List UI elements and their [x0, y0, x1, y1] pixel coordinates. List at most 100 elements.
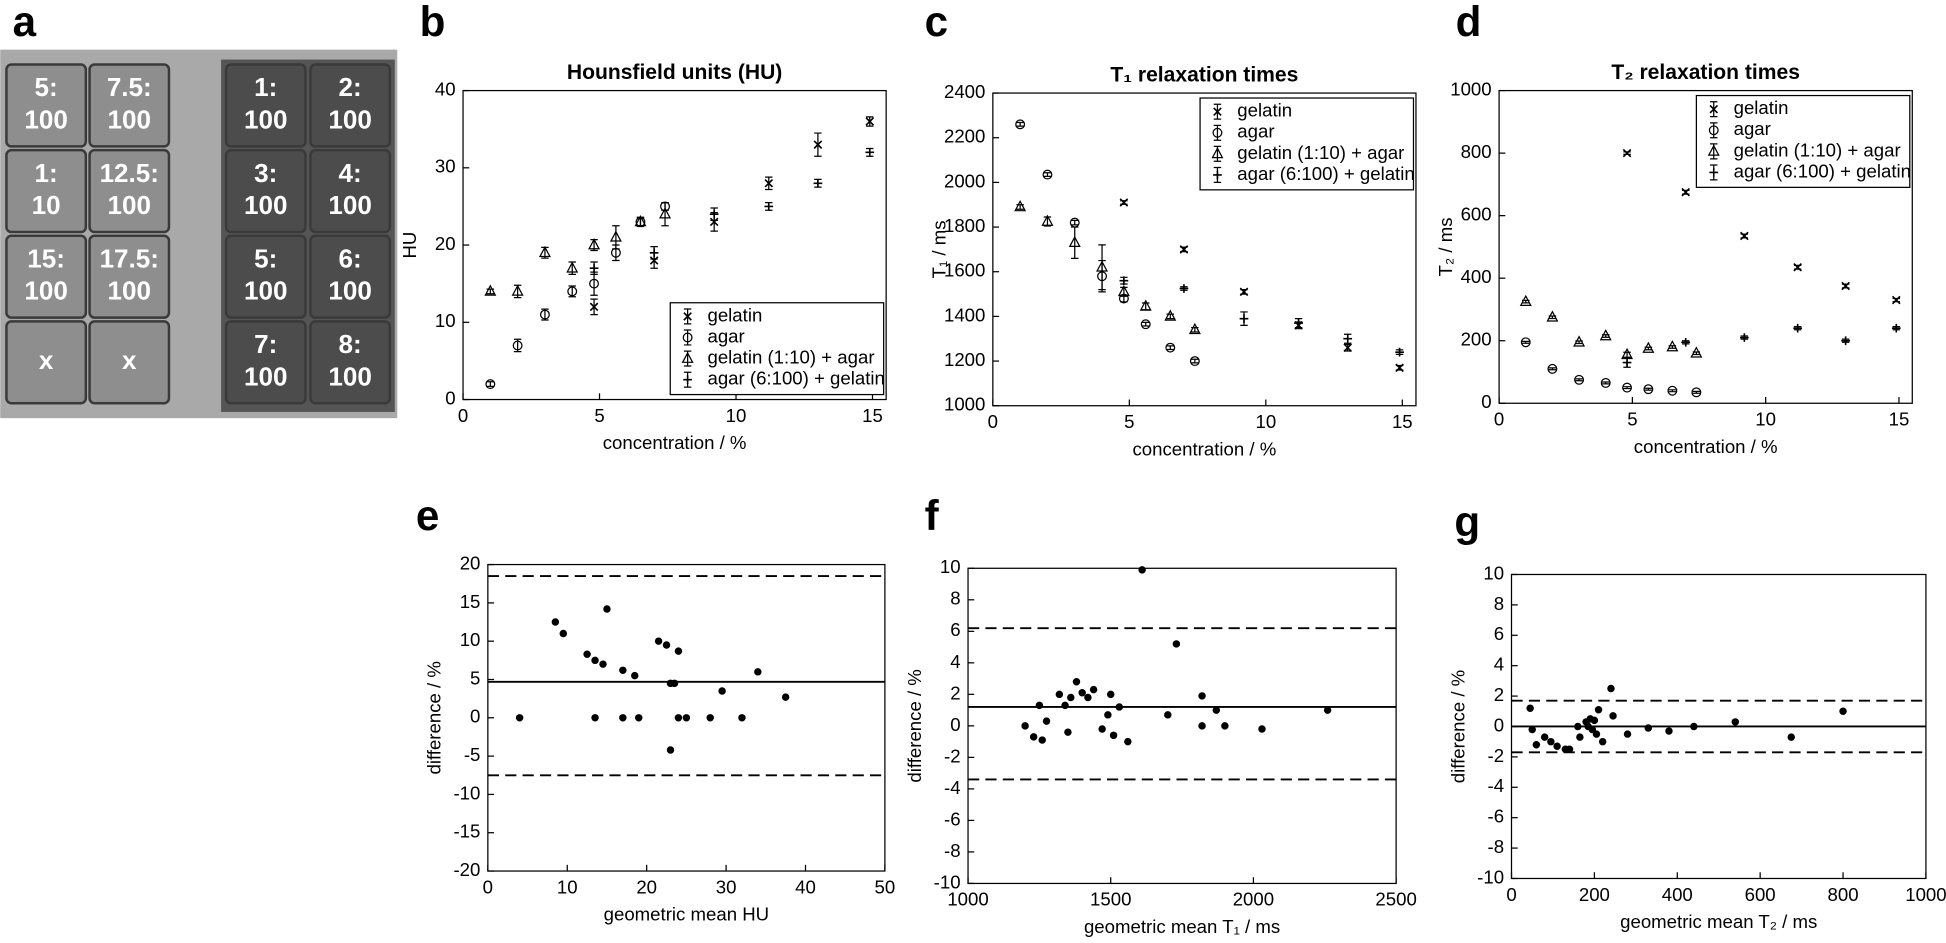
marker-dot: [1553, 742, 1561, 750]
marker-plus: [1294, 318, 1303, 328]
cell-label: 17.5:: [100, 243, 159, 273]
marker-triangle: [1188, 322, 1201, 335]
marker-x: [865, 117, 875, 126]
marker-circle: [567, 286, 578, 297]
x-tick-label: 2000: [1233, 889, 1274, 910]
phantom-cell: [309, 148, 392, 234]
y-tick-label: -2: [944, 745, 961, 766]
marker-triangle: [484, 284, 497, 296]
error-bar: [661, 201, 669, 227]
marker-x: [649, 256, 659, 265]
cell-label: 100: [244, 276, 287, 306]
y-tick-label: 2: [950, 682, 960, 703]
x-axis-label: geometric mean T₁ / ms: [1084, 916, 1280, 937]
cell-label: 100: [244, 104, 287, 134]
phantom-cell: [309, 234, 392, 319]
marker-plus: [813, 178, 823, 188]
y-tick-label: 2400: [944, 81, 985, 102]
marker-triangle: [511, 284, 524, 296]
x-tick-label: 5: [594, 405, 604, 426]
cell-label: 1:: [35, 158, 58, 188]
x-tick-label: 0: [1506, 884, 1516, 905]
error-bar: [1141, 321, 1150, 327]
y-tick-label: 1200: [944, 349, 985, 370]
marker-x: [1841, 281, 1850, 291]
marker-x: [1119, 198, 1129, 207]
legend-label: gelatin: [1734, 97, 1789, 118]
y-tick-label: 800: [1461, 141, 1492, 162]
x-tick-label: 5: [1124, 411, 1134, 432]
panel-letter: a: [13, 0, 37, 45]
marker-dot: [619, 666, 627, 675]
marker-dot: [599, 660, 607, 668]
error-bar: [1166, 345, 1175, 351]
legend-box: [1199, 97, 1415, 191]
marker-x: [1681, 187, 1690, 197]
cell-label: 2:: [339, 72, 362, 102]
phantom-cell: [88, 148, 171, 234]
marker-dot: [1323, 706, 1332, 714]
marker-dot: [631, 671, 639, 680]
marker-dot: [1532, 740, 1541, 749]
marker-triangle: [538, 245, 551, 258]
y-tick-label: 1400: [944, 304, 985, 325]
x-tick-label: 15: [1889, 409, 1910, 430]
x-tick-label: 10: [557, 876, 578, 897]
marker-circle: [1547, 363, 1558, 374]
error-bar: [1522, 340, 1530, 344]
marker-triangle: [1139, 299, 1152, 311]
marker-x: [589, 302, 599, 312]
marker-dot: [1258, 725, 1266, 733]
error-bar: [612, 225, 620, 250]
cell-label: 5:: [254, 243, 277, 273]
marker-plus: [1841, 336, 1850, 346]
marker-x: [813, 140, 823, 149]
legend-label: gelatin (1:10) + agar: [1734, 139, 1901, 160]
marker-dot: [1107, 690, 1115, 699]
y-tick-label: 1000: [944, 394, 985, 415]
x-tick-label: 0: [1494, 409, 1504, 430]
legend-marker: [1212, 127, 1223, 138]
marker-triangle: [1068, 235, 1081, 248]
cell-label: 3:: [254, 158, 277, 188]
panel-letter: g: [1454, 498, 1480, 545]
y-tick-label: 8: [1494, 593, 1504, 614]
x-tick-label: 0: [458, 405, 468, 426]
marker-circle: [1643, 384, 1654, 395]
marker-plus: [1739, 333, 1749, 342]
marker-x: [709, 217, 719, 227]
marker-circle: [1622, 382, 1633, 393]
chart-title: T₁ relaxation times: [1110, 63, 1298, 86]
marker-plus: [1681, 337, 1691, 347]
marker-dot: [1839, 707, 1847, 716]
marker-dot: [706, 714, 714, 722]
y-tick-label: 10: [940, 556, 961, 577]
marker-circle: [1574, 374, 1585, 385]
marker-circle: [1520, 337, 1531, 348]
error-bar: [1668, 389, 1677, 393]
marker-triangle: [1041, 214, 1054, 226]
cell-label: 100: [24, 104, 67, 134]
marker-dot: [1623, 730, 1632, 738]
x-axis-label: geometric mean HU: [604, 904, 769, 925]
marker-dot: [591, 656, 599, 665]
marker-dot: [1109, 731, 1118, 740]
marker-x: [1343, 343, 1353, 352]
marker-dot: [1067, 693, 1075, 702]
phantom-cell: [5, 148, 88, 234]
phantom-cell: [5, 63, 88, 148]
marker-x: [1239, 287, 1249, 297]
marker-dot: [1526, 704, 1534, 712]
y-tick-label: 0: [445, 387, 455, 408]
marker-dot: [583, 650, 591, 658]
marker-dot: [1021, 722, 1029, 730]
marker-dot: [738, 714, 746, 722]
marker-dot: [662, 641, 671, 649]
legend-label: agar: [1734, 118, 1771, 139]
marker-triangle: [566, 261, 579, 273]
y-tick-label: -4: [944, 777, 961, 798]
marker-x: [1395, 363, 1404, 373]
marker-dot: [1042, 717, 1051, 725]
marker-dot: [1565, 745, 1574, 754]
marker-triangle: [1573, 335, 1586, 347]
